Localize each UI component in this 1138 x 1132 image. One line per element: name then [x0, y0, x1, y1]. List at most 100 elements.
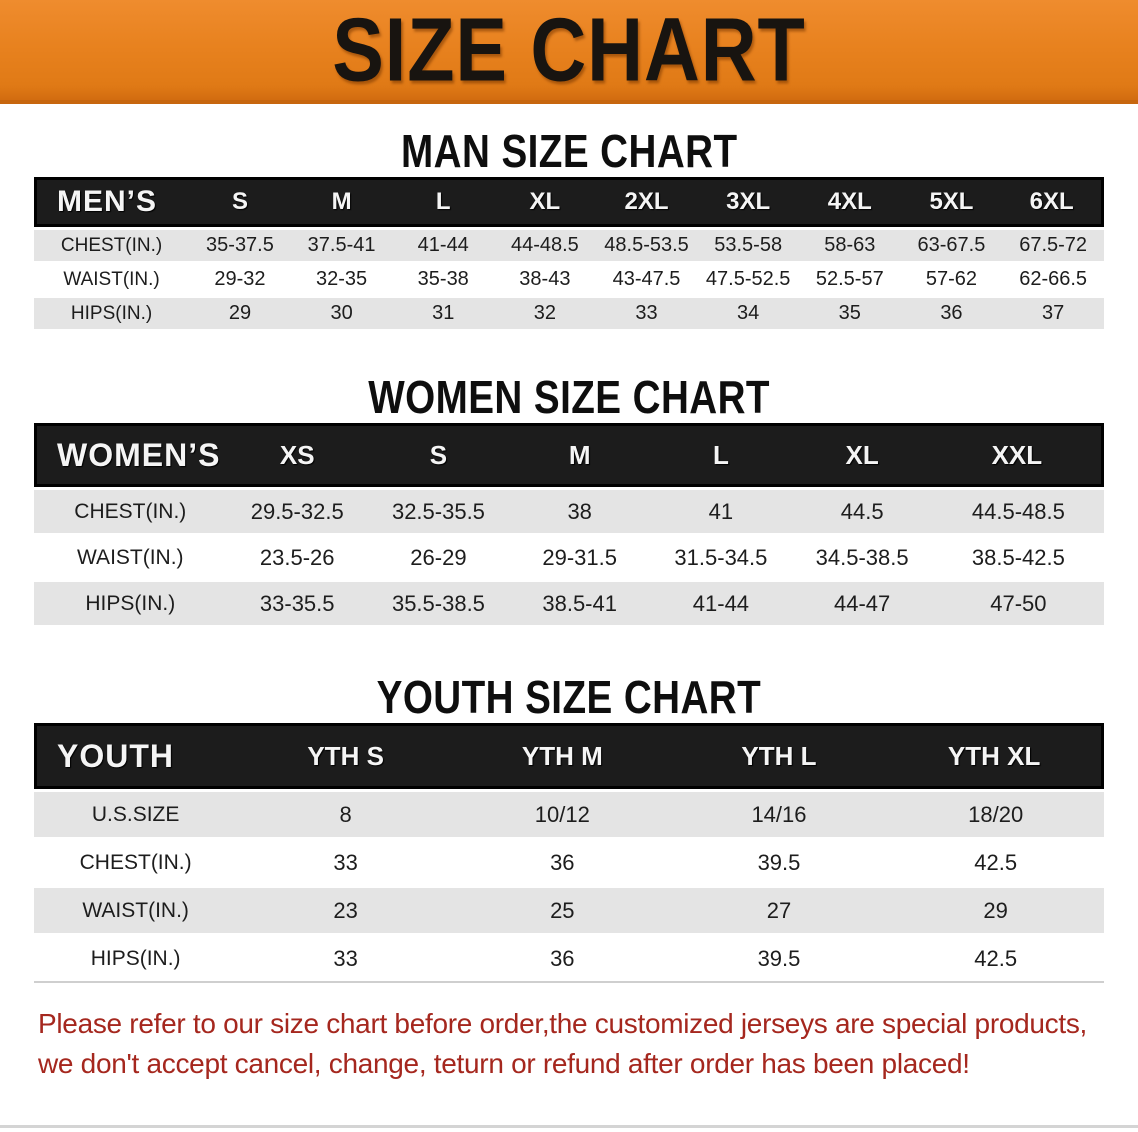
cell: 36 — [900, 298, 1003, 329]
youth-ussize-row: U.S.SIZE 8 10/12 14/16 18/20 — [34, 792, 1104, 837]
cell: 42.5 — [887, 840, 1104, 885]
cell: 44-47 — [791, 582, 933, 625]
cell: 38.5-41 — [509, 582, 651, 625]
cell: 36 — [453, 840, 671, 885]
women-chest-row: CHEST(IN.) 29.5-32.5 32.5-35.5 38 41 44.… — [34, 490, 1104, 533]
cell: 35 — [798, 298, 901, 329]
cell: 31.5-34.5 — [650, 536, 792, 579]
women-size-table: WOMEN’S XS S M L XL XXL CHEST(IN.) 29.5-… — [34, 420, 1104, 628]
women-size-header-l: L — [650, 423, 792, 487]
women-size-header-m: M — [509, 423, 651, 487]
cell: 47-50 — [932, 582, 1104, 625]
cell: 44.5 — [791, 490, 933, 533]
row-label: WAIST(IN.) — [34, 888, 238, 933]
women-size-header-xxl: XXL — [932, 423, 1104, 487]
women-section-heading: WOMEN SIZE CHART — [0, 374, 1138, 420]
cell: 27 — [670, 888, 888, 933]
cell: 41-44 — [392, 230, 495, 261]
cell: 52.5-57 — [798, 264, 901, 295]
cell: 47.5-52.5 — [697, 264, 799, 295]
cell: 10/12 — [453, 792, 671, 837]
disclaimer-line-2: we don't accept cancel, change, teturn o… — [38, 1048, 970, 1079]
cell: 29-32 — [189, 264, 291, 295]
youth-header-label: YOUTH — [34, 723, 238, 789]
row-label: CHEST(IN.) — [34, 840, 238, 885]
men-section-heading-text: MAN SIZE CHART — [400, 125, 738, 177]
cell: 34 — [697, 298, 799, 329]
men-chest-row: CHEST(IN.) 35-37.5 37.5-41 41-44 44-48.5… — [34, 230, 1104, 261]
cell: 29.5-32.5 — [226, 490, 368, 533]
cell: 63-67.5 — [900, 230, 1003, 261]
row-label: HIPS(IN.) — [34, 936, 238, 983]
cell: 37 — [1002, 298, 1104, 329]
cell: 38.5-42.5 — [932, 536, 1104, 579]
men-size-header-5xl: 5XL — [900, 177, 1003, 227]
cell: 35-38 — [392, 264, 495, 295]
cell: 33 — [595, 298, 698, 329]
cell: 53.5-58 — [697, 230, 799, 261]
cell: 30 — [290, 298, 393, 329]
youth-size-header-m: YTH M — [453, 723, 671, 789]
men-header-label: MEN’S — [34, 177, 190, 227]
disclaimer: Please refer to our size chart before or… — [0, 1004, 1138, 1084]
men-size-header-6xl: 6XL — [1002, 177, 1104, 227]
row-label: WAIST(IN.) — [34, 536, 227, 579]
youth-size-table: YOUTH YTH S YTH M YTH L YTH XL U.S.SIZE … — [34, 720, 1104, 986]
women-section-heading-text: WOMEN SIZE CHART — [368, 371, 770, 423]
cell: 58-63 — [798, 230, 901, 261]
youth-section-heading-text: YOUTH SIZE CHART — [376, 671, 762, 723]
cell: 39.5 — [670, 936, 888, 983]
women-hips-row: HIPS(IN.) 33-35.5 35.5-38.5 38.5-41 41-4… — [34, 582, 1104, 625]
men-size-header-4xl: 4XL — [798, 177, 901, 227]
cell: 35.5-38.5 — [367, 582, 510, 625]
youth-size-header-xl: YTH XL — [887, 723, 1104, 789]
men-size-header-s: S — [189, 177, 291, 227]
cell: 43-47.5 — [595, 264, 698, 295]
cell: 34.5-38.5 — [791, 536, 933, 579]
cell: 38-43 — [494, 264, 596, 295]
youth-section-heading: YOUTH SIZE CHART — [0, 674, 1138, 720]
youth-chest-row: CHEST(IN.) 33 36 39.5 42.5 — [34, 840, 1104, 885]
cell: 29 — [887, 888, 1104, 933]
cell: 44.5-48.5 — [932, 490, 1104, 533]
cell: 41-44 — [650, 582, 792, 625]
cell: 29-31.5 — [509, 536, 651, 579]
cell: 18/20 — [887, 792, 1104, 837]
cell: 39.5 — [670, 840, 888, 885]
women-size-header-xl: XL — [791, 423, 933, 487]
disclaimer-line-1: Please refer to our size chart before or… — [38, 1008, 1088, 1039]
men-section-heading: MAN SIZE CHART — [0, 128, 1138, 174]
women-size-header-xs: XS — [226, 423, 368, 487]
row-label: CHEST(IN.) — [34, 230, 190, 261]
men-size-table: MEN’S S M L XL 2XL 3XL 4XL 5XL 6XL CHEST… — [34, 174, 1104, 332]
cell: 33 — [237, 936, 454, 983]
cell: 41 — [650, 490, 792, 533]
cell: 33-35.5 — [226, 582, 368, 625]
cell: 38 — [509, 490, 651, 533]
row-label: U.S.SIZE — [34, 792, 238, 837]
women-header-label: WOMEN’S — [34, 423, 227, 487]
men-size-header-xl: XL — [494, 177, 596, 227]
cell: 37.5-41 — [290, 230, 393, 261]
banner: SIZE CHART — [0, 0, 1138, 104]
men-size-header-l: L — [392, 177, 495, 227]
youth-header-row: YOUTH YTH S YTH M YTH L YTH XL — [34, 723, 1104, 789]
women-header-row: WOMEN’S XS S M L XL XXL — [34, 423, 1104, 487]
cell: 32.5-35.5 — [367, 490, 510, 533]
cell: 23 — [237, 888, 454, 933]
row-label: HIPS(IN.) — [34, 298, 190, 329]
men-header-row: MEN’S S M L XL 2XL 3XL 4XL 5XL 6XL — [34, 177, 1104, 227]
row-label: WAIST(IN.) — [34, 264, 190, 295]
cell: 36 — [453, 936, 671, 983]
men-size-header-2xl: 2XL — [595, 177, 698, 227]
cell: 26-29 — [367, 536, 510, 579]
cell: 25 — [453, 888, 671, 933]
men-hips-row: HIPS(IN.) 29 30 31 32 33 34 35 36 37 — [34, 298, 1104, 329]
cell: 35-37.5 — [189, 230, 291, 261]
youth-waist-row: WAIST(IN.) 23 25 27 29 — [34, 888, 1104, 933]
bottom-divider — [0, 1125, 1138, 1128]
cell: 62-66.5 — [1002, 264, 1104, 295]
cell: 42.5 — [887, 936, 1104, 983]
cell: 32 — [494, 298, 596, 329]
